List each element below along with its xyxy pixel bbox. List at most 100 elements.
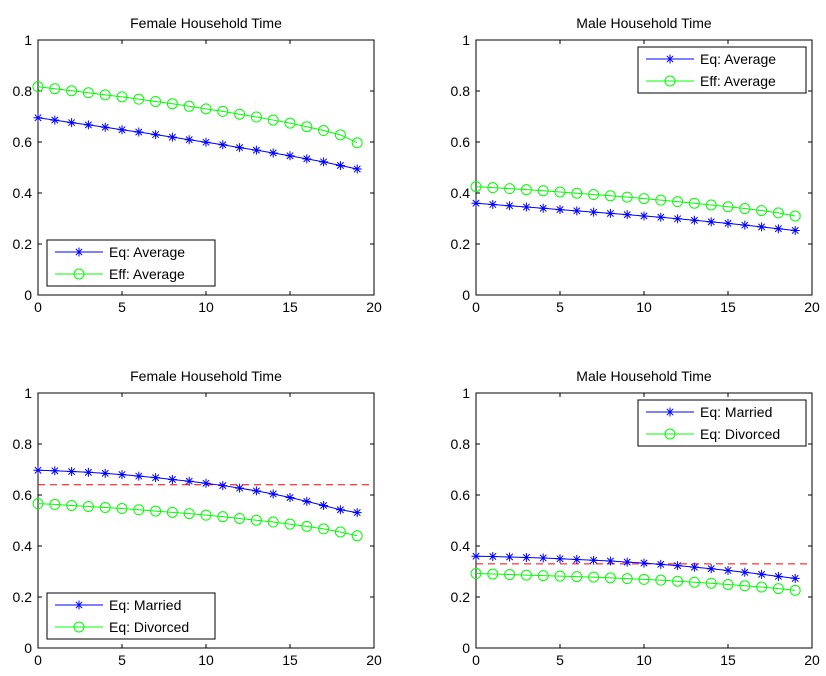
data-point-circle — [487, 182, 499, 194]
x-tick-label: 20 — [804, 299, 820, 315]
data-point-star — [605, 208, 615, 218]
y-tick-label: 0 — [24, 287, 32, 303]
data-point-circle — [250, 514, 262, 526]
y-tick-label: 0.8 — [13, 436, 33, 452]
data-point-circle — [604, 190, 616, 202]
data-point-circle — [520, 569, 532, 581]
legend: Eq: Married Eq: Divorced — [46, 592, 216, 640]
legend-star-icon — [74, 600, 84, 610]
legend-circle-icon — [664, 75, 676, 87]
data-point-circle — [183, 100, 195, 112]
data-point-circle — [705, 577, 717, 589]
data-point-star — [723, 218, 733, 228]
data-point-star — [184, 476, 194, 486]
data-point-circle — [334, 129, 346, 141]
data-point-star — [50, 466, 60, 476]
x-tick-label: 5 — [118, 652, 126, 668]
data-point-circle — [318, 523, 330, 535]
data-point-star — [251, 486, 261, 496]
y-tick-label: 0.6 — [13, 487, 33, 503]
data-point-circle — [756, 581, 768, 593]
x-tick-label: 20 — [804, 652, 820, 668]
y-tick-label: 0.2 — [451, 236, 471, 252]
y-tick-label: 1 — [462, 32, 470, 48]
data-point-circle — [470, 181, 482, 193]
x-tick-label: 0 — [472, 652, 480, 668]
data-point-star — [335, 505, 345, 515]
y-tick-label: 0.2 — [13, 589, 33, 605]
data-point-circle — [267, 114, 279, 126]
data-point-star — [117, 125, 127, 135]
data-point-star — [673, 214, 683, 224]
data-point-circle — [301, 121, 313, 133]
data-point-star — [706, 217, 716, 227]
data-point-star — [285, 493, 295, 503]
data-point-star — [235, 143, 245, 153]
data-point-star — [790, 573, 800, 583]
data-point-circle — [571, 187, 583, 199]
legend-label: Eff: Average — [700, 73, 776, 89]
data-point-star — [706, 564, 716, 574]
x-tick-label: 10 — [198, 652, 214, 668]
data-point-star — [167, 474, 177, 484]
data-point-circle — [200, 103, 212, 115]
x-tick-label: 10 — [198, 299, 214, 315]
data-point-star — [488, 199, 498, 209]
y-tick-label: 0.4 — [13, 538, 33, 554]
x-tick-label: 15 — [720, 299, 736, 315]
data-point-star — [352, 508, 362, 518]
data-point-circle — [520, 184, 532, 196]
data-point-circle — [621, 191, 633, 203]
data-point-circle — [166, 506, 178, 518]
data-point-star — [117, 470, 127, 480]
data-point-circle — [504, 569, 516, 581]
x-tick-label: 10 — [636, 299, 652, 315]
legend-label: Eq: Average — [109, 244, 185, 260]
data-point-star — [268, 148, 278, 158]
legend-label: Eff: Average — [109, 266, 185, 282]
data-point-star — [773, 571, 783, 581]
x-tick-label: 0 — [34, 299, 42, 315]
data-point-circle — [722, 579, 734, 591]
data-point-circle — [655, 574, 667, 586]
data-point-circle — [133, 504, 145, 516]
data-point-star — [656, 559, 666, 569]
data-point-star — [218, 481, 228, 491]
x-tick-label: 15 — [720, 652, 736, 668]
y-tick-label: 0.4 — [451, 185, 471, 201]
x-tick-label: 15 — [282, 299, 298, 315]
data-point-circle — [116, 503, 128, 515]
data-point-star — [689, 562, 699, 572]
data-point-circle — [537, 185, 549, 197]
data-point-circle — [470, 568, 482, 580]
data-point-circle — [284, 518, 296, 530]
data-point-star — [589, 555, 599, 565]
data-point-circle — [351, 137, 363, 149]
y-tick-label: 0.2 — [451, 589, 471, 605]
data-point-circle — [200, 509, 212, 521]
data-point-circle — [537, 570, 549, 582]
y-tick-label: 1 — [24, 385, 32, 401]
data-point-star — [134, 471, 144, 481]
data-point-circle — [789, 210, 801, 222]
x-tick-label: 5 — [556, 299, 564, 315]
chart-title: Male Household Time — [576, 368, 712, 384]
data-point-circle — [487, 568, 499, 580]
data-point-star — [555, 554, 565, 564]
data-point-star — [33, 113, 43, 123]
data-point-star — [673, 561, 683, 571]
data-point-star — [521, 552, 531, 562]
y-tick-label: 0 — [462, 287, 470, 303]
y-tick-label: 0.6 — [13, 134, 33, 150]
legend-box — [46, 239, 216, 287]
data-point-star — [773, 224, 783, 234]
data-point-circle — [554, 570, 566, 582]
data-point-star — [319, 500, 329, 510]
data-point-circle — [82, 87, 94, 99]
data-point-circle — [789, 584, 801, 596]
y-tick-label: 0.6 — [451, 134, 471, 150]
x-tick-label: 10 — [636, 652, 652, 668]
data-point-star — [352, 164, 362, 174]
data-point-star — [100, 468, 110, 478]
data-point-circle — [705, 199, 717, 211]
